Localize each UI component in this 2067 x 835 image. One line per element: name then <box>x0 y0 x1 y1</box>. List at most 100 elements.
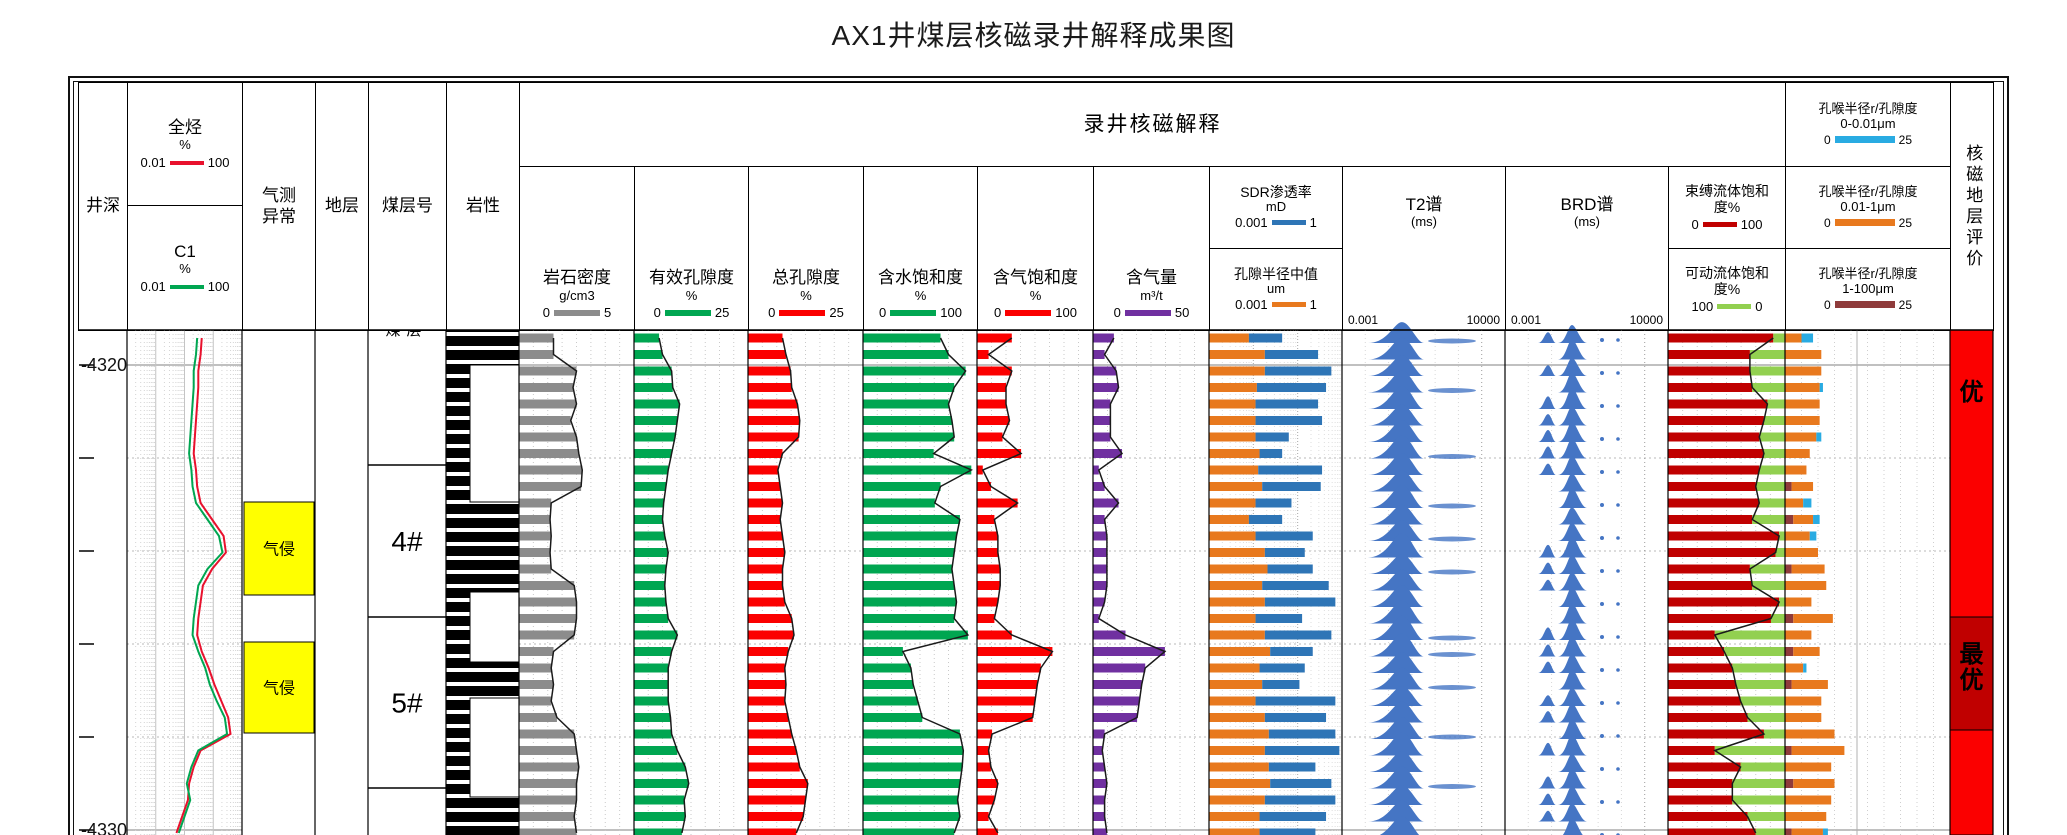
pt-large-max: 25 <box>1898 297 1913 312</box>
pore-radius-title: 孔隙半径中值 <box>1234 266 1318 283</box>
pt-small-range: 0-0.01μm <box>1840 115 1896 131</box>
page-title: AX1井煤层核磁录井解释成果图 <box>831 20 1236 51</box>
c1-max: 100 <box>207 278 230 294</box>
pt-mid-header: 孔喉半径r/孔隙度 0.01-1μm 0 25 <box>1785 166 1951 249</box>
eff-porosity-scale: 0 25 <box>654 305 730 321</box>
nmr-eval-header: 核磁地层评价 <box>1950 82 1994 331</box>
sg-scale-bar <box>1005 310 1052 317</box>
bound-movable-series <box>1668 333 1785 835</box>
sw-title: 含水饱和度 <box>878 268 963 288</box>
depth-axis: -4320 -4330 <box>79 355 127 835</box>
svg-text:4#: 4# <box>391 526 423 557</box>
movable-fluid-header: 可动流体饱和度% 100 0 <box>1668 248 1786 331</box>
brd-max: 10000 <box>1629 312 1663 327</box>
nmr-eval-label: 核磁地层评价 <box>1963 143 1983 270</box>
nmr-group-label: 录井核磁解释 <box>1083 112 1222 136</box>
eff-porosity-title: 有效孔隙度 <box>649 268 734 288</box>
bound-fluid-min: 0 <box>1691 216 1699 232</box>
sdr-perm-max: 1 <box>1309 215 1317 231</box>
sw-series <box>863 333 974 835</box>
pt-mid-scale-bar <box>1834 219 1895 227</box>
eff-porosity-min: 0 <box>653 305 661 321</box>
gas-content-title: 含气量 <box>1126 268 1177 288</box>
lithology-column <box>446 330 520 835</box>
sg-series <box>977 333 1054 835</box>
pt-small-max: 25 <box>1898 132 1913 147</box>
sw-min: 0 <box>879 305 887 321</box>
sdr-perm-unit: mD <box>1265 199 1287 215</box>
pore-radius-max: 1 <box>1309 297 1317 313</box>
svg-text:-4330: -4330 <box>81 820 127 835</box>
bound-fluid-title: 束缚流体饱和度% <box>1685 182 1769 215</box>
c1-unit: % <box>179 261 191 277</box>
sdr-perm-min: 0.001 <box>1235 215 1268 231</box>
pt-large-header: 孔喉半径r/孔隙度 1-100μm 0 25 <box>1785 248 1951 331</box>
gas-curves <box>175 337 232 834</box>
density-series <box>519 333 584 835</box>
table-outer-border <box>68 76 2009 835</box>
density-header: 岩石密度 g/cm3 0 5 <box>519 166 635 331</box>
total-hc-max: 100 <box>207 154 230 170</box>
sdr-perm-scale-bar <box>1271 220 1306 226</box>
gas-content-max: 50 <box>1174 305 1190 321</box>
evaluation-column: 优最优 <box>1949 329 1994 835</box>
bound-fluid-max: 100 <box>1740 216 1763 232</box>
sg-max: 100 <box>1055 305 1077 321</box>
t2-max: 10000 <box>1466 312 1500 327</box>
total-hc-min: 0.01 <box>140 154 166 170</box>
sg-header: 含气饱和度 % 0 100 <box>977 166 1094 331</box>
pt-small-header: 孔喉半径r/孔隙度 0-0.01μm 0 25 <box>1785 82 1951 167</box>
svg-text:气侵: 气侵 <box>263 680 295 698</box>
bound-fluid-scale-bar <box>1702 222 1737 228</box>
pt-mid-min: 0 <box>1823 215 1831 230</box>
seam-number-cells: 4# 5# <box>368 464 446 789</box>
svg-text:气侵: 气侵 <box>263 541 295 559</box>
svg-text:最: 最 <box>1960 641 1985 668</box>
pt-mid-scale: 0 25 <box>1824 216 1912 230</box>
movable-fluid-min: 100 <box>1691 298 1714 314</box>
pore-radius-min: 0.001 <box>1235 297 1268 313</box>
track-borders <box>78 329 1994 835</box>
sdr-perm-scale: 0.001 1 <box>1235 215 1317 231</box>
nmr-group-header: 录井核磁解释 <box>519 82 1786 167</box>
total-porosity-min: 0 <box>768 305 776 321</box>
eff-porosity-scale-bar <box>664 310 711 317</box>
t2-unit: (ms) <box>1411 214 1437 230</box>
svg-text:-4320: -4320 <box>81 355 127 375</box>
gas-anomaly-label: 气测异常 <box>262 186 296 226</box>
seam-no-header: 煤层号 <box>368 82 447 331</box>
sdr-perm-title: SDR渗透率 <box>1240 184 1312 201</box>
movable-fluid-scale-bar <box>1717 304 1752 310</box>
sg-scale: 0 100 <box>994 305 1077 321</box>
total-porosity-series <box>748 333 809 835</box>
total-hc-unit: % <box>179 137 191 153</box>
movable-fluid-max: 0 <box>1755 298 1763 314</box>
sw-header: 含水饱和度 % 0 100 <box>863 166 978 331</box>
pt-mid-max: 25 <box>1898 215 1913 230</box>
gas-content-min: 0 <box>1113 305 1121 321</box>
brd-header: BRD谱 (ms) 0.001 10000 <box>1505 166 1669 331</box>
pt-small-scale: 0 25 <box>1824 133 1912 147</box>
t2-title: T2谱 <box>1405 195 1443 214</box>
sg-title: 含气饱和度 <box>993 268 1078 288</box>
total-porosity-scale: 0 25 <box>768 305 844 321</box>
sdr-series <box>1209 333 1340 835</box>
pt-large-title: 孔喉半径r/孔隙度 <box>1818 265 1918 281</box>
sw-max: 100 <box>940 305 962 321</box>
total-hc-header: 全烃 % 0.01 100 <box>127 82 243 206</box>
sw-scale-bar <box>890 310 937 317</box>
pt-small-title: 孔喉半径r/孔隙度 <box>1818 100 1918 116</box>
c1-min: 0.01 <box>140 278 166 294</box>
c1-title: C1 <box>174 241 196 261</box>
svg-text:优: 优 <box>1960 666 1984 694</box>
t2-header: T2谱 (ms) 0.001 10000 <box>1342 166 1506 331</box>
brd-spectrum <box>1538 325 1620 835</box>
c1-scale: 0.01 100 <box>140 279 229 295</box>
svg-text:5#: 5# <box>391 688 423 719</box>
gas-content-scale: 0 50 <box>1114 305 1190 321</box>
lithology-header: 岩性 <box>446 82 520 331</box>
brd-title: BRD谱 <box>1560 195 1614 214</box>
pt-small-scale-bar <box>1834 136 1895 144</box>
pt-mid-range: 0.01-1μm <box>1840 198 1896 214</box>
eff-porosity-unit: % <box>685 287 698 303</box>
